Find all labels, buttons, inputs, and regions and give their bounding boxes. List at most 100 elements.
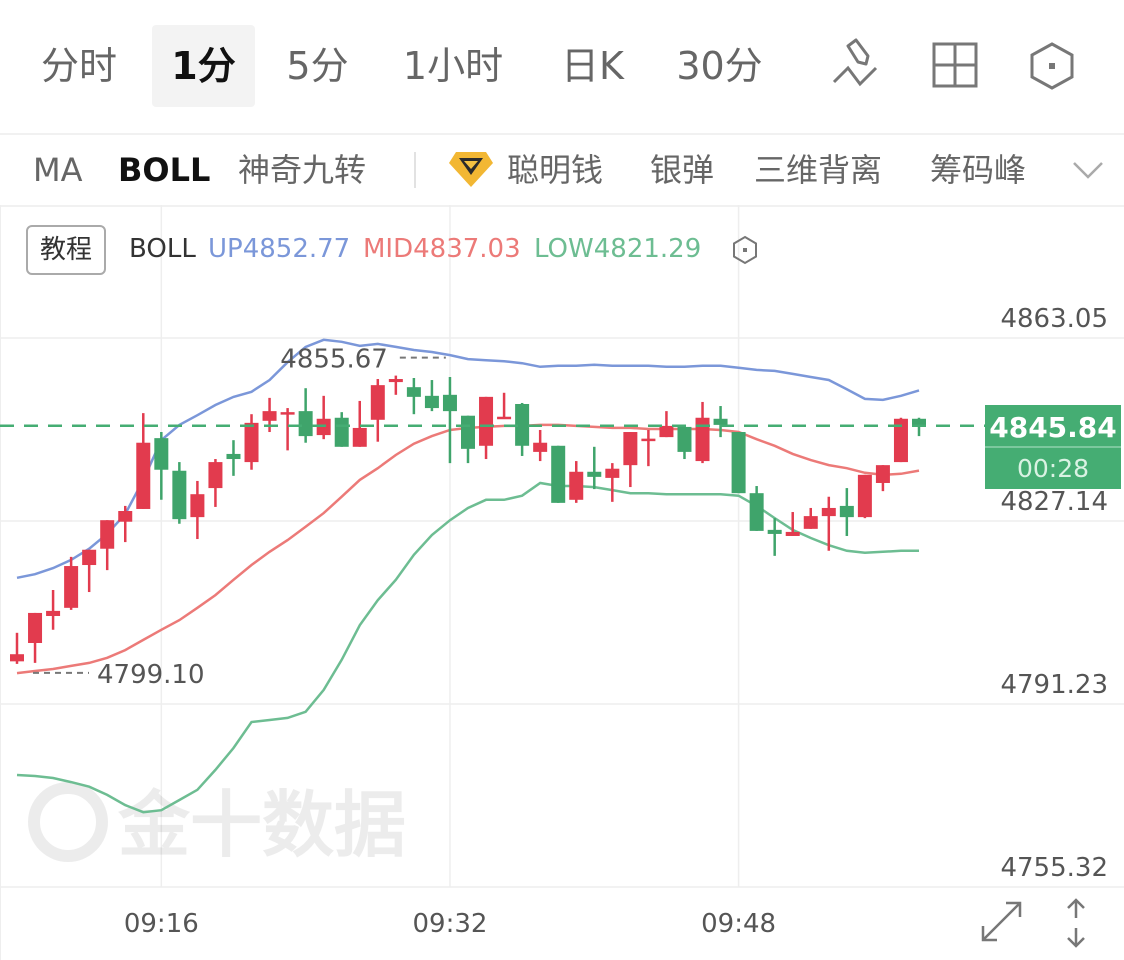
tab-1min[interactable]: 1分	[152, 25, 255, 107]
candle-body	[767, 529, 782, 534]
candle-body	[677, 426, 692, 452]
indicator-silver-bullet[interactable]: 银弹	[650, 151, 715, 189]
chevron-down-icon[interactable]	[1070, 157, 1106, 183]
candle-body	[208, 462, 223, 489]
candle-up	[280, 408, 295, 451]
candle-up	[100, 520, 115, 571]
tab-30min[interactable]: 30分	[676, 44, 763, 88]
tab-5min[interactable]: 5分	[286, 44, 349, 88]
candle-body	[64, 566, 79, 608]
candle-body	[118, 511, 133, 522]
candle-down	[406, 378, 421, 415]
indicator-bar: MA BOLL 神奇九转 聪明钱 银弹 三维背离 筹码峰	[0, 135, 1124, 207]
candle-up	[190, 480, 205, 540]
layout-grid-icon[interactable]	[925, 36, 985, 96]
candle-up	[82, 549, 97, 593]
tab-daily-k[interactable]: 日K	[561, 44, 624, 88]
draw-tool-icon[interactable]	[830, 36, 890, 96]
candle-up	[10, 632, 24, 664]
candle-body	[912, 418, 926, 426]
candle-body	[587, 471, 602, 477]
indicator-divider	[414, 152, 416, 188]
candle-up	[695, 401, 710, 464]
tab-1hour[interactable]: 1小时	[402, 44, 504, 88]
candle-up	[875, 465, 890, 492]
candle-body	[154, 438, 169, 470]
candle-body	[605, 468, 620, 478]
y-tick-label: 4755.32	[1000, 853, 1108, 883]
indicator-magic-nine[interactable]: 神奇九转	[238, 151, 367, 189]
candle-body	[370, 385, 385, 420]
indicator-boll[interactable]: BOLL	[118, 151, 211, 189]
candle-body	[461, 415, 475, 449]
candle-down	[713, 406, 728, 438]
candle-down	[461, 415, 475, 464]
max-price-label: 4855.67	[280, 345, 388, 375]
candle-body	[280, 412, 295, 415]
candle-up	[857, 474, 872, 519]
candle-down	[731, 432, 746, 494]
candle-body	[551, 445, 566, 503]
candle-up	[821, 496, 836, 551]
candle-body	[442, 394, 457, 412]
diamond-badge-icon	[449, 152, 493, 187]
vertical-scale-icon[interactable]	[1067, 898, 1085, 948]
candle-up	[46, 590, 61, 630]
candle-body	[695, 417, 710, 462]
candle-body	[100, 520, 115, 549]
legend-boll-low: LOW4821.29	[534, 234, 702, 264]
indicator-3d-divergence[interactable]: 三维背离	[754, 151, 883, 189]
candle-body	[515, 403, 530, 446]
candle-up	[785, 512, 800, 536]
legend-boll-up: UP4852.77	[208, 234, 351, 264]
candle-body	[298, 411, 313, 437]
candle-down	[226, 440, 241, 476]
indicator-chip-peak[interactable]: 筹码峰	[930, 151, 1027, 189]
candle-body	[352, 427, 367, 447]
candle-body	[803, 516, 818, 529]
candle-body	[749, 493, 764, 531]
candle-up	[605, 463, 620, 502]
candle-down	[515, 402, 530, 456]
min-price-label: 4799.10	[97, 660, 205, 690]
candle-up	[479, 396, 494, 460]
indicator-ma[interactable]: MA	[33, 151, 83, 189]
candle-body	[424, 395, 439, 409]
candle-body	[244, 422, 259, 463]
boll-settings-icon[interactable]	[728, 233, 762, 267]
candle-up	[28, 612, 43, 663]
boll-upper-line	[16, 338, 920, 580]
candle-body	[857, 474, 872, 518]
period-tab-bar: 分时 1分 5分 1小时 日K 30分	[0, 0, 1124, 135]
candle-down	[839, 488, 854, 536]
candle-down	[551, 445, 566, 503]
candle-body	[406, 387, 421, 397]
candle-body	[713, 418, 728, 425]
x-tick-label: 09:16	[124, 909, 199, 939]
settings-hexagon-icon[interactable]	[1022, 36, 1082, 96]
candle-body	[641, 438, 656, 442]
candle-body	[839, 505, 854, 518]
tab-time-sharing[interactable]: 分时	[40, 44, 117, 88]
vertical-scale-icon-arrows	[1067, 898, 1085, 948]
candle-up	[244, 414, 259, 470]
candle-down	[172, 462, 187, 524]
expand-icon[interactable]	[981, 901, 1022, 942]
candle-down	[154, 432, 169, 500]
candle-up	[659, 411, 674, 438]
candle-body	[893, 418, 908, 463]
x-tick-label: 09:32	[412, 909, 487, 939]
candle-body	[262, 411, 277, 421]
candle-up	[352, 400, 367, 447]
indicator-smart-money[interactable]: 聪明钱	[507, 151, 604, 189]
tutorial-button[interactable]: 教程	[26, 225, 106, 275]
x-tick-label: 09:48	[701, 909, 776, 939]
candle-down	[298, 388, 313, 443]
candle-body	[623, 432, 638, 466]
watermark-logo: 金十数据	[28, 782, 406, 867]
expand-icon-arrows	[981, 901, 1022, 942]
candle-up	[208, 459, 223, 507]
candle-body	[82, 549, 97, 566]
candle-body	[731, 432, 746, 494]
